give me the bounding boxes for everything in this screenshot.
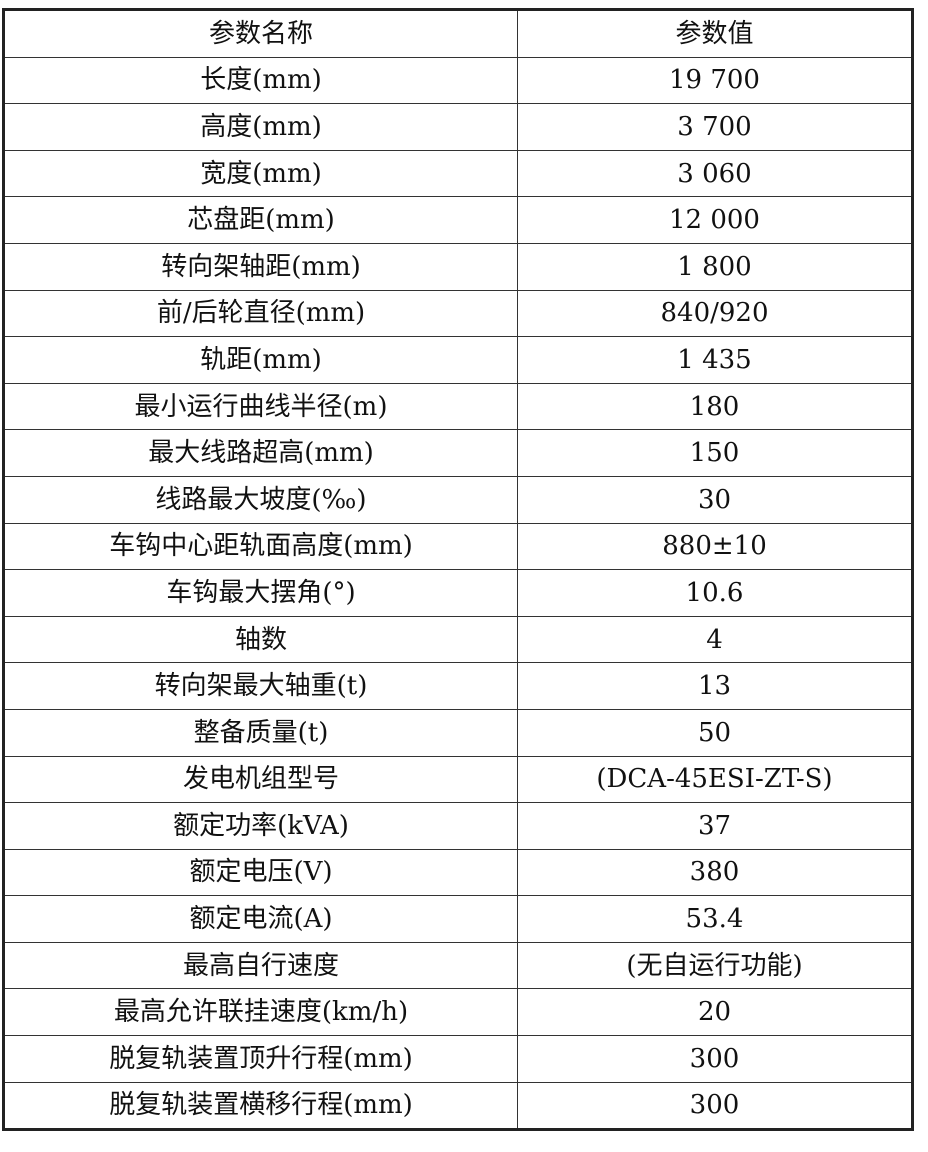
table-row: 脱复轨装置横移行程(mm) 300 — [3, 1081, 913, 1131]
parameter-value-cell: 840/920 — [517, 289, 913, 338]
table-row: 最高自行速度 (无自运行功能) — [3, 941, 913, 990]
table-row: 线路最大坡度(‰) 30 — [3, 475, 913, 524]
parameter-value-cell: 300 — [517, 1035, 913, 1083]
parameter-value-cell: 19 700 — [517, 56, 913, 105]
parameter-value-cell: (无自运行功能) — [517, 941, 913, 990]
parameter-value-cell: 20 — [517, 988, 913, 1037]
parameter-value-cell: 50 — [517, 708, 913, 757]
table-row: 转向架最大轴重(t) 13 — [3, 662, 913, 710]
parameter-value-cell: 180 — [517, 382, 913, 431]
parameter-value-cell: 3 700 — [517, 103, 913, 151]
parameter-value-cell: 880±10 — [517, 522, 913, 571]
parameter-value-cell: 150 — [517, 429, 913, 477]
parameter-value-cell: 12 000 — [517, 196, 913, 244]
parameter-name-cell: 轨距(mm) — [3, 336, 518, 384]
table-row: 前/后轮直径(mm) 840/920 — [3, 289, 913, 338]
parameter-name-cell: 脱复轨装置顶升行程(mm) — [3, 1035, 518, 1083]
parameter-name-cell: 最高自行速度 — [3, 941, 518, 990]
parameter-name-cell: 前/后轮直径(mm) — [3, 289, 518, 338]
table-row: 额定电压(V) 380 — [3, 848, 913, 897]
parameter-name-cell: 脱复轨装置横移行程(mm) — [3, 1081, 518, 1131]
parameter-name-cell: 发电机组型号 — [3, 755, 518, 804]
table-row: 整备质量(t) 50 — [3, 708, 913, 757]
table-row: 脱复轨装置顶升行程(mm) 300 — [3, 1035, 913, 1083]
parameter-value-cell: 3 060 — [517, 149, 913, 198]
table-row: 高度(mm) 3 700 — [3, 103, 913, 151]
parameter-value-cell: 37 — [517, 802, 913, 850]
parameter-name-cell: 车钩中心距轨面高度(mm) — [3, 522, 518, 571]
table-row: 宽度(mm) 3 060 — [3, 149, 913, 198]
parameter-name-cell: 最大线路超高(mm) — [3, 429, 518, 477]
parameter-name-cell: 额定电流(A) — [3, 895, 518, 943]
parameter-name-cell: 最高允许联挂速度(km/h) — [3, 988, 518, 1037]
parameter-name-cell: 额定电压(V) — [3, 848, 518, 897]
parameter-value-cell: 53.4 — [517, 895, 913, 943]
parameter-name-cell: 芯盘距(mm) — [3, 196, 518, 244]
parameter-value-cell: 30 — [517, 475, 913, 524]
parameter-name-cell: 长度(mm) — [3, 56, 518, 105]
table-row: 最高允许联挂速度(km/h) 20 — [3, 988, 913, 1037]
parameter-value-cell: (DCA-45ESI-ZT-S) — [517, 755, 913, 804]
table-row: 芯盘距(mm) 12 000 — [3, 196, 913, 244]
parameter-name-cell: 整备质量(t) — [3, 708, 518, 757]
parameter-table: 参数名称 参数值 长度(mm) 19 700 高度(mm) 3 700 宽度(mm) 3 … — [2, 8, 914, 1132]
table-row: 额定电流(A) 53.4 — [3, 895, 913, 943]
table-row: 长度(mm) 19 700 — [3, 56, 913, 105]
header-parameter-value: 参数值 — [517, 9, 913, 58]
parameter-value-cell: 4 — [517, 615, 913, 664]
header-row: 参数名称 参数值 — [3, 9, 913, 58]
parameter-value-cell: 13 — [517, 662, 913, 710]
parameter-name-cell: 车钩最大摆角(°) — [3, 569, 518, 617]
table-row: 轨距(mm) 1 435 — [3, 336, 913, 384]
table-row: 轴数 4 — [3, 615, 913, 664]
table-row: 转向架轴距(mm) 1 800 — [3, 242, 913, 291]
parameter-name-cell: 线路最大坡度(‰) — [3, 475, 518, 524]
parameter-name-cell: 转向架最大轴重(t) — [3, 662, 518, 710]
parameter-value-cell: 10.6 — [517, 569, 913, 617]
parameter-value-cell: 380 — [517, 848, 913, 897]
parameter-name-cell: 宽度(mm) — [3, 149, 518, 198]
parameter-name-cell: 最小运行曲线半径(m) — [3, 382, 518, 431]
parameter-name-cell: 高度(mm) — [3, 103, 518, 151]
table-row: 额定功率(kVA) 37 — [3, 802, 913, 850]
parameter-value-cell: 1 800 — [517, 242, 913, 291]
parameter-value-cell: 300 — [517, 1081, 913, 1131]
parameter-name-cell: 额定功率(kVA) — [3, 802, 518, 850]
parameter-name-cell: 轴数 — [3, 615, 518, 664]
parameter-value-cell: 1 435 — [517, 336, 913, 384]
table-row: 发电机组型号 (DCA-45ESI-ZT-S) — [3, 755, 913, 804]
table-row: 最小运行曲线半径(m) 180 — [3, 382, 913, 431]
parameter-name-cell: 转向架轴距(mm) — [3, 242, 518, 291]
table-row: 最大线路超高(mm) 150 — [3, 429, 913, 477]
table-row: 车钩中心距轨面高度(mm) 880±10 — [3, 522, 913, 571]
header-parameter-name: 参数名称 — [3, 9, 518, 58]
table-row: 车钩最大摆角(°) 10.6 — [3, 569, 913, 617]
